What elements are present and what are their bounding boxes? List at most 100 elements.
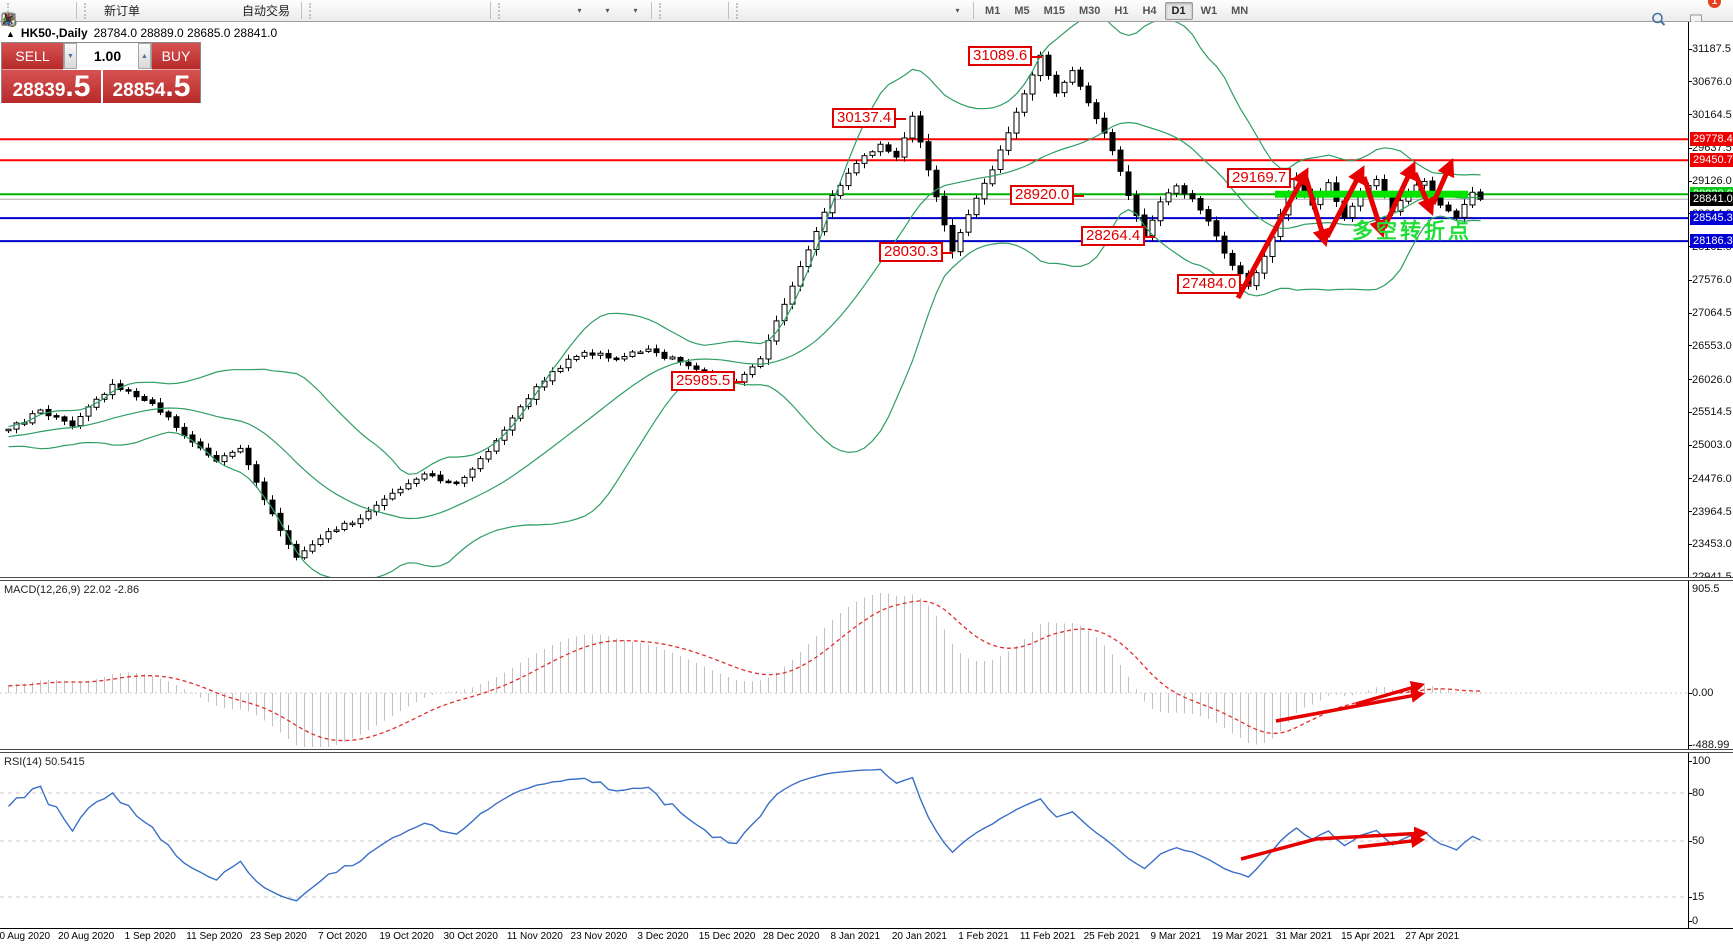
trend-arrow[interactable] (1430, 158, 1455, 206)
sell-price-decimal: .5 (65, 70, 91, 103)
trend-arrow[interactable] (1381, 161, 1416, 230)
trendline-button[interactable] (2, 0, 829, 25)
timeframe-m1[interactable]: M1 (985, 4, 1001, 17)
date-label: 11 Sep 2020 (186, 931, 243, 942)
fibonacci-button[interactable]: f (3, 0, 885, 26)
price-callout[interactable]: 29169.7 (1227, 168, 1302, 188)
timeframe-d1[interactable]: D1 (1164, 1, 1193, 20)
date-label: 25 Feb 2021 (1083, 931, 1140, 942)
chevron-down-icon[interactable]: ▾ (577, 6, 582, 15)
trade-panel-divider (101, 70, 103, 103)
timeframe-w1[interactable]: W1 (1200, 4, 1218, 17)
arrows-button[interactable]: ▾ (2, 0, 969, 26)
rsi-trend-arrow[interactable] (1240, 826, 1429, 861)
cursor-button[interactable] (4, 0, 696, 25)
macd-trend-arrow[interactable] (1275, 688, 1426, 723)
timeframe-h1[interactable]: H1 (1114, 4, 1129, 17)
chevron-down-icon[interactable]: ▾ (633, 6, 638, 15)
callout-leader (1030, 56, 1043, 58)
period-button[interactable]: ▾ (2, 0, 619, 26)
axis-tickmark (1688, 444, 1692, 446)
date-label: 19 Oct 2020 (379, 931, 434, 942)
date-label: 20 Aug 2020 (58, 931, 115, 942)
toolbar-group (1, 0, 486, 26)
macd-trend-arrow[interactable] (1355, 681, 1426, 706)
trend-arrow[interactable] (1303, 177, 1331, 248)
price-callout[interactable]: 28264.4 (1081, 226, 1156, 246)
sell-button[interactable]: SELL (2, 43, 63, 70)
label-button[interactable]: T (2, 0, 941, 26)
price-callout[interactable]: 30137.4 (832, 108, 907, 128)
templates-button[interactable]: ▾ (1, 0, 647, 25)
price-callout[interactable]: 25985.5 (671, 371, 746, 391)
main-chart[interactable] (0, 22, 1688, 580)
price-callout[interactable]: 27484.0 (1177, 274, 1252, 294)
vline-button[interactable] (7, 0, 773, 26)
toolbar-grip (309, 2, 315, 19)
channel-button[interactable] (1, 0, 857, 25)
zoom-in-button[interactable] (2, 0, 430, 26)
price-callout[interactable]: 28920.0 (1010, 185, 1085, 205)
turning-point-annotation[interactable]: 多空转折点 (1352, 220, 1472, 243)
axis-tickmark (1688, 147, 1692, 149)
timeframe-h4[interactable]: H4 (1142, 4, 1157, 17)
zoom-out-button[interactable] (2, 0, 458, 26)
price-axis: 31187.530676.030164.529637.529126.028614… (1688, 22, 1733, 928)
new-chart-button[interactable] (1, 0, 44, 25)
date-label: 8 Jan 2021 (830, 931, 881, 942)
chart-shift-button[interactable] (4, 0, 563, 25)
volume-decrease-button[interactable]: ▼ (64, 43, 77, 69)
volume-input[interactable] (77, 43, 138, 69)
date-label: 19 Mar 2021 (1211, 931, 1268, 942)
text-button[interactable]: A (4, 0, 913, 27)
autotrade-button[interactable]: 自动交易 (2, 0, 297, 27)
timeframe-m5[interactable]: M5 (1014, 4, 1030, 17)
callout-leader (894, 118, 907, 120)
bar-chart-button[interactable] (3, 0, 346, 25)
trend-arrow[interactable] (1235, 167, 1309, 300)
candlesticks (5, 51, 1484, 561)
date-axis: 10 Aug 2020 20 Aug 2020 1 Sep 2020 11 Sep 2… (0, 928, 1733, 944)
callout-leader (1289, 178, 1302, 180)
buy-button[interactable]: BUY (152, 43, 200, 70)
chevron-down-icon[interactable]: ▾ (605, 6, 610, 15)
hline-button[interactable] (2, 0, 801, 22)
tile-windows-button[interactable] (2, 0, 486, 26)
date-label: 3 Dec 2020 (637, 931, 689, 942)
deposit-button[interactable] (2, 0, 175, 27)
date-label: 23 Nov 2020 (570, 931, 628, 942)
volume-increase-button[interactable]: ▲ (138, 43, 151, 69)
candle-chart-button[interactable] (2, 0, 374, 26)
axis-tick-label: 24476.0 (1692, 472, 1732, 485)
sell-price[interactable]: 28839.5 (2, 70, 101, 103)
rsi-panel[interactable] (0, 753, 1688, 927)
trend-arrow[interactable] (1412, 172, 1435, 216)
new-order-button[interactable]: 新订单 (2, 0, 147, 27)
collapse-panel-icon[interactable]: ▲ (6, 29, 15, 39)
buy-price[interactable]: 28854.5 (103, 70, 200, 103)
profiles-button[interactable] (1, 0, 72, 25)
price-callout[interactable]: 28030.3 (879, 242, 954, 262)
chat-button[interactable]: 1 (1687, 0, 1721, 26)
signals-button[interactable] (3, 0, 231, 25)
chevron-down-icon[interactable]: ▾ (955, 6, 960, 15)
timeframe-m15[interactable]: M15 (1043, 4, 1065, 17)
rsi-trend-arrow[interactable] (1357, 834, 1426, 849)
timeframe-mn[interactable]: MN (1231, 4, 1249, 17)
timeframe-m30[interactable]: M30 (1079, 4, 1101, 17)
trend-arrow[interactable] (1361, 176, 1387, 239)
axis-tickmark (1688, 921, 1692, 922)
axis-tickmark (1688, 279, 1692, 281)
rsi-panel-separator[interactable] (0, 749, 1733, 753)
price-callout[interactable]: 31089.6 (968, 46, 1043, 66)
line-chart-button[interactable] (1, 0, 402, 23)
community-button[interactable] (3, 0, 203, 25)
trend-arrow[interactable] (1324, 165, 1365, 239)
macd-panel[interactable] (0, 581, 1688, 749)
macd-panel-separator[interactable] (0, 577, 1733, 581)
crosshair-button[interactable] (2, 0, 724, 26)
date-label: 11 Nov 2020 (506, 931, 563, 942)
search-button[interactable] (1649, 0, 1677, 26)
indicators-button[interactable]: ▾ (1, 0, 591, 26)
auto-scroll-button[interactable] (2, 0, 535, 25)
